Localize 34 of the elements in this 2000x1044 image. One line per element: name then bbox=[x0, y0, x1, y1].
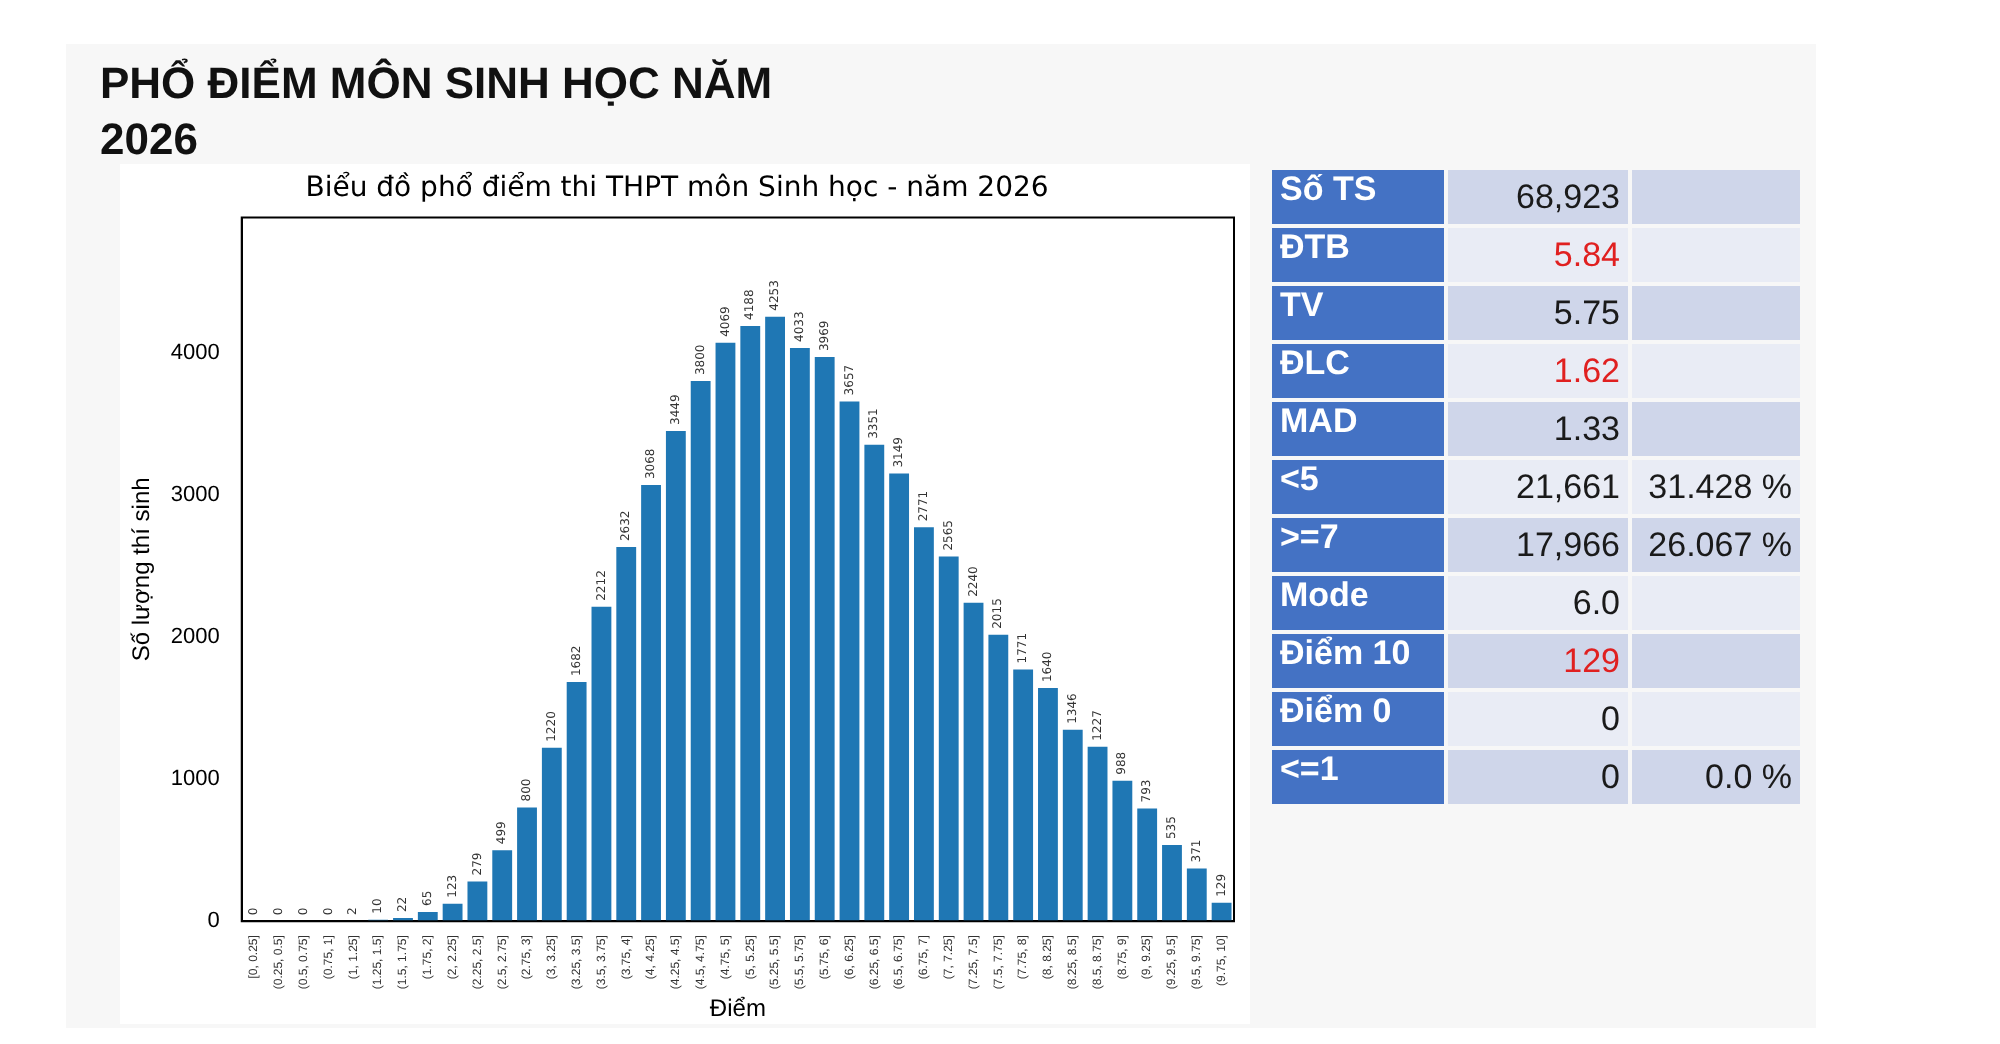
y-tick-label: 4000 bbox=[170, 340, 220, 365]
y-tick-label: 0 bbox=[207, 909, 220, 934]
chart-title: Biểu đồ phổ điểm thi THPT môn Sinh học - năm 2026 bbox=[305, 170, 1049, 205]
x-axis-title: Điểm bbox=[709, 994, 766, 1023]
text: 1.62 bbox=[1553, 351, 1620, 389]
text: PHỔ ĐIỂM MÔN SINH HỌC NĂM 2026 bbox=[100, 56, 775, 168]
category-label: <5 bbox=[1280, 460, 1319, 498]
text: 26.067 % bbox=[1648, 525, 1792, 563]
category-label: MAD bbox=[1280, 402, 1358, 440]
text: 21,661 bbox=[1516, 467, 1620, 505]
text: 5.84 bbox=[1553, 235, 1620, 273]
category-label: ĐTB bbox=[1280, 228, 1350, 266]
y-tick-label: 1000 bbox=[170, 767, 220, 792]
text: 68,923 bbox=[1516, 177, 1620, 215]
text: 1.33 bbox=[1553, 409, 1620, 447]
category-label: Điểm 0 bbox=[1280, 692, 1392, 730]
category-label: Điểm 10 bbox=[1280, 634, 1411, 672]
category-label: ĐLC bbox=[1280, 344, 1350, 382]
y-axis-title: Số lượng thí sinh bbox=[127, 477, 156, 662]
category-label: >=7 bbox=[1280, 518, 1339, 556]
text: 0.0 % bbox=[1705, 757, 1792, 795]
text: 129 bbox=[1563, 641, 1620, 679]
text: 17,966 bbox=[1516, 525, 1620, 563]
category-label: <=1 bbox=[1280, 750, 1339, 788]
text: 0 bbox=[1601, 757, 1620, 795]
text: 31.428 % bbox=[1648, 467, 1792, 505]
text: 6.0 bbox=[1572, 583, 1620, 621]
text: 0 bbox=[1601, 699, 1620, 737]
y-tick-label: 2000 bbox=[170, 624, 220, 649]
text: 5.75 bbox=[1553, 293, 1620, 331]
category-label: Số TS bbox=[1280, 170, 1377, 208]
y-tick-label: 3000 bbox=[170, 482, 220, 507]
category-label: TV bbox=[1280, 286, 1324, 324]
category-label: Mode bbox=[1280, 576, 1369, 614]
